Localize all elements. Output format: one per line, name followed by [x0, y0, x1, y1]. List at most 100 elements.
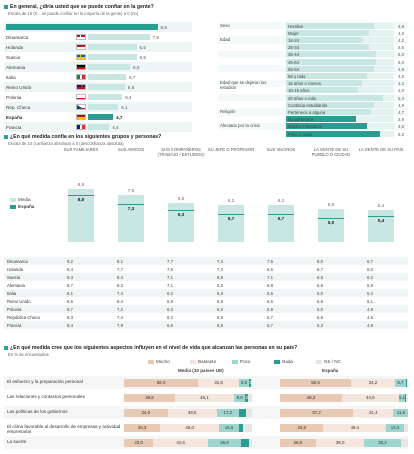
- table-cell: 5,9: [267, 306, 273, 312]
- table-cell: 6,2: [367, 274, 373, 280]
- demographic-category: Edad que se dejaron los estudios: [220, 80, 267, 90]
- table-cell: 7,7: [117, 266, 123, 272]
- espana-segment: 31,4: [353, 408, 394, 417]
- demographic-bar: [286, 108, 371, 115]
- table-cell: 5,6: [317, 282, 323, 288]
- demographic-row: 25-34 4,6: [218, 44, 408, 51]
- table-cell: 6,2: [167, 314, 173, 320]
- demographic-value: 3,9: [398, 117, 404, 123]
- media-segment: [240, 438, 249, 447]
- demographic-bar: [286, 87, 358, 94]
- table-cell: 8,6: [67, 298, 73, 304]
- demographic-label: 18-24: [288, 37, 299, 43]
- table-row: Alemania 8,7 8,2 7,1 6,0 6,8 5,6 5,8: [4, 281, 408, 289]
- table-cell: 5,1: [367, 298, 373, 304]
- media-segment: 31,8: [198, 378, 239, 387]
- media-segment: 25,8: [207, 438, 241, 447]
- demographic-value: 4,9: [398, 23, 404, 29]
- espana-segment: 28,0: [280, 438, 316, 447]
- table-cell: 8,7: [67, 306, 73, 312]
- group-bar-espana: [318, 218, 344, 219]
- group-label: LA GENTE DE SU PAÍS: [358, 147, 404, 152]
- table-cell: 5,7: [267, 322, 273, 328]
- espana-segment: 33,8: [280, 423, 324, 432]
- table-row: República Checa 8,3 7,4 6,2 5,9 5,7 5,6 4,6: [4, 313, 408, 321]
- demographic-row: 20 años o más 5,4: [218, 94, 408, 102]
- country-row: Suecia 6,5: [4, 52, 192, 62]
- country-name: España: [6, 114, 23, 120]
- demographic-row: Religión Pertenece a alguna 4,7: [218, 108, 408, 116]
- group-espana-value: 7,3: [127, 206, 135, 212]
- espana-segment: 11,6: [393, 408, 409, 417]
- group-label: SUS FAMILIARES: [63, 147, 99, 152]
- media-segment: 46,1: [174, 393, 234, 402]
- demographic-label: 45-54: [288, 59, 299, 65]
- country-value: 6,5: [139, 54, 146, 60]
- espana-segment: 49,4: [323, 423, 387, 432]
- group-media-value: 5,4: [377, 202, 385, 208]
- espana-segment: 48,3: [280, 393, 342, 402]
- country-bar: [88, 93, 123, 100]
- flag-icon: [76, 84, 86, 90]
- table-cell: 7,1: [167, 274, 173, 280]
- demographic-value: 5,0: [398, 52, 404, 58]
- group-label: SUS COMPAÑEROS (TRABAJO / ESTUDIOS): [157, 147, 205, 157]
- media-segment: 17,2: [216, 408, 239, 417]
- table-cell: 8,3: [67, 314, 73, 320]
- demographic-label: 16-19 años: [288, 88, 310, 94]
- table-cell: 5,8: [367, 282, 373, 288]
- demographic-value: 4,2: [398, 37, 404, 43]
- table-cell: 6,3: [217, 290, 223, 296]
- table-cell: 6,7: [317, 266, 323, 272]
- demographic-row: 55-64 4,9: [218, 65, 408, 73]
- demographic-label: Continúa estudiando: [288, 102, 328, 108]
- table-cell: 5,9: [217, 314, 223, 320]
- demographic-bar: [286, 80, 362, 87]
- table-cell: 5,7: [267, 314, 273, 320]
- table-cell: 5,8: [217, 298, 223, 304]
- table-cell: 8,4: [117, 274, 123, 280]
- demographic-value: 4,0: [398, 88, 404, 94]
- table-cell: 7,1: [167, 282, 173, 288]
- table-row: Polonia 8,7 7,2 6,3 6,2 5,9 5,0 4,9: [4, 305, 408, 313]
- demographic-row: 35-44 5,0: [218, 50, 408, 58]
- demographic-value: 4,7: [398, 109, 404, 115]
- country-value: 4,4: [112, 124, 119, 130]
- demographic-label: Hombre: [288, 23, 304, 29]
- table-cell: 5,6: [267, 290, 273, 296]
- espana-segment: 28,2: [364, 438, 401, 447]
- group-media-value: 5,5: [327, 202, 335, 207]
- demographic-row: Edad 18-24 4,2: [218, 36, 408, 44]
- legend-swatch: [190, 360, 196, 364]
- demographic-row: Continúa estudiando 4,9: [218, 101, 408, 108]
- legend-swatch: [316, 360, 322, 364]
- media-segment: 38,5: [167, 408, 217, 417]
- legend-label: Nada: [282, 359, 293, 365]
- country-name: Rep. Checa: [6, 104, 31, 110]
- demographic-bar: [286, 29, 369, 36]
- group-bar-espana: [68, 195, 94, 197]
- table-row: Holanda 8,4 7,7 7,5 7,3 6,5 6,7 6,0: [4, 265, 408, 273]
- flag-icon: [76, 34, 86, 40]
- media-segment: 2,2: [245, 393, 249, 402]
- stack-row-name: El esfuerzo y la preparación personal: [7, 378, 83, 384]
- table-row: Dinamarca 9,2 8,1 7,7 7,4 7,6 8,0 6,7: [4, 257, 408, 265]
- country-name: Polonia: [6, 94, 22, 100]
- demographic-bar: [286, 72, 367, 79]
- group-bar-espana: [168, 210, 194, 212]
- stack-row-name: Las relaciones y contactos personales: [7, 393, 85, 399]
- demographic-label: Poco o nada: [288, 131, 313, 137]
- country-value: 5,4: [125, 94, 132, 100]
- table-cell: 7,4: [117, 314, 123, 320]
- legend-item: Mucho: [148, 359, 170, 365]
- country-row: Rep. Checa 5,1: [4, 102, 192, 112]
- group-bar-media: [268, 204, 294, 242]
- demographic-bar: [286, 101, 375, 108]
- stack-row: Las relaciones y contactos personales 39,…: [4, 391, 408, 404]
- table-cell: 6,6: [167, 322, 173, 328]
- table-cell: 6,8: [217, 274, 223, 280]
- section3-subtitle: En % de encuestados: [8, 352, 49, 357]
- group-espana-value: 5,7: [227, 215, 235, 221]
- country-bar: [88, 103, 119, 110]
- country-bar: [88, 53, 137, 60]
